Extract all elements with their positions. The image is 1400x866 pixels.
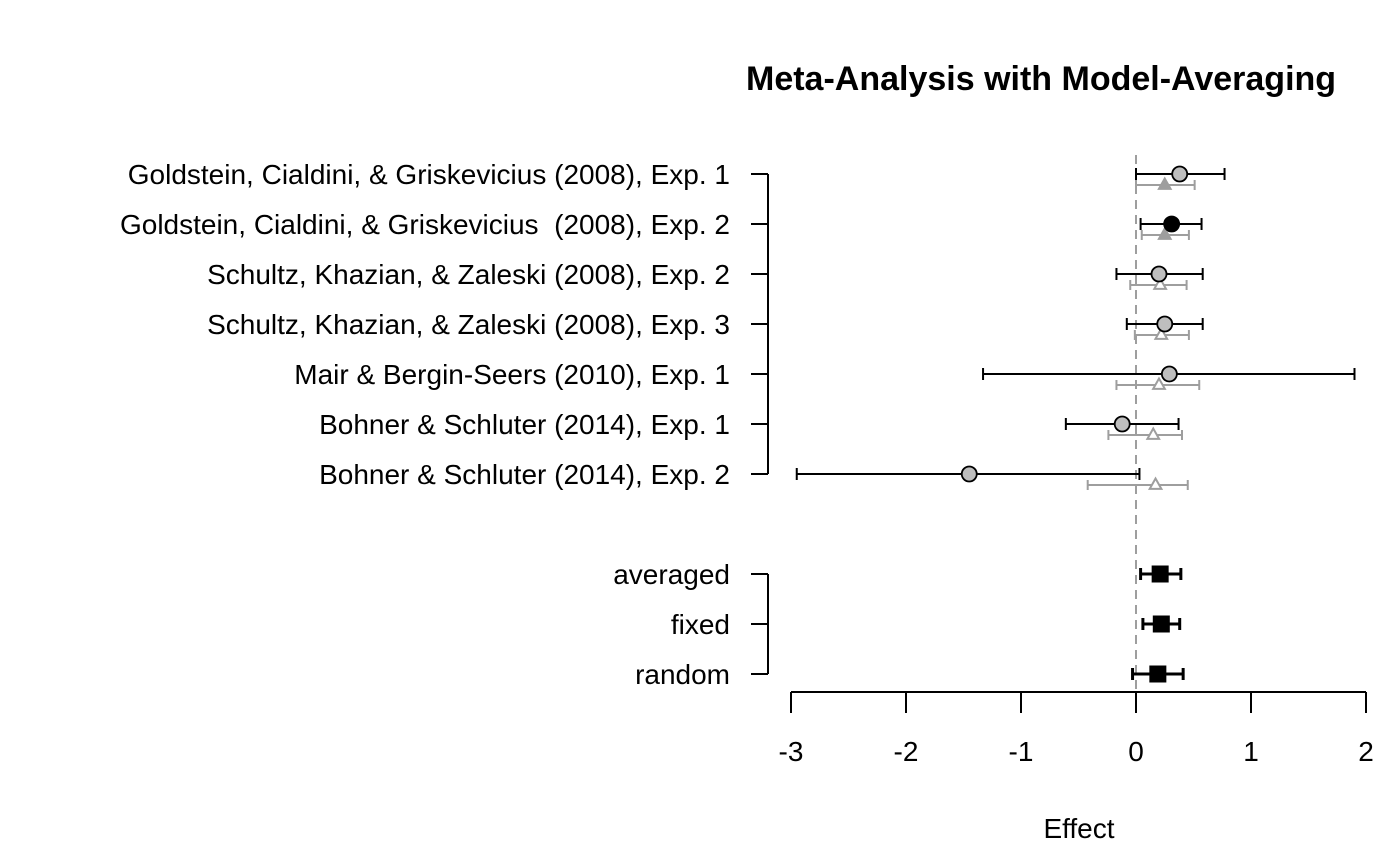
row-labels: Goldstein, Cialdini, & Griskevicius (200… [120,159,730,690]
summary-axis [751,573,769,675]
summary-point [1149,665,1167,683]
study-row [982,365,1356,390]
summary-row [1139,565,1183,583]
summary-label: averaged [613,559,730,590]
study-label: Schultz, Khazian, & Zaleski (2008), Exp.… [207,259,730,290]
study-row [1064,415,1183,440]
observed-point [1163,215,1181,233]
x-tick-label: 2 [1358,736,1374,767]
estimated-point [1152,276,1168,290]
chart-marks [795,165,1356,683]
x-tick-label: -1 [1009,736,1034,767]
summary-point [1151,565,1169,583]
study-row [1135,165,1226,190]
x-axis-label: Effect [1043,813,1114,844]
study-label: Mair & Bergin-Seers (2010), Exp. 1 [294,359,730,390]
summary-label: fixed [671,609,730,640]
summary-row [1141,615,1182,633]
observed-point [960,465,978,483]
observed-point [1150,265,1168,283]
observed-point [1171,165,1189,183]
summary-label: random [635,659,730,690]
observed-point [1156,315,1174,333]
study-label: Bohner & Schluter (2014), Exp. 2 [319,459,730,490]
study-label: Goldstein, Cialdini, & Griskevicius (200… [120,209,730,240]
study-label: Schultz, Khazian, & Zaleski (2008), Exp.… [207,309,730,340]
study-row [1125,315,1204,340]
x-tick-label: -3 [779,736,804,767]
study-label: Goldstein, Cialdini, & Griskevicius (200… [128,159,730,190]
estimated-point [1157,176,1173,190]
chart-title: Meta-Analysis with Model-Averaging [746,60,1336,98]
estimated-point [1153,326,1169,340]
observed-point [1113,415,1131,433]
estimated-point [1157,226,1173,240]
estimated-point [1145,426,1161,440]
study-row [1139,215,1203,240]
study-row [795,465,1189,490]
x-axis: -3 -2 -1 0 1 2 [779,691,1374,767]
x-tick-label: -2 [894,736,919,767]
observed-point [1160,365,1178,383]
summary-row [1131,665,1185,683]
x-tick-label: 1 [1243,736,1259,767]
x-tick-label: 0 [1128,736,1144,767]
study-label: Bohner & Schluter (2014), Exp. 1 [319,409,730,440]
estimated-point [1147,476,1164,490]
summary-point [1152,615,1170,633]
study-axis [751,173,769,475]
estimated-point [1151,376,1167,390]
study-row [1115,265,1204,290]
